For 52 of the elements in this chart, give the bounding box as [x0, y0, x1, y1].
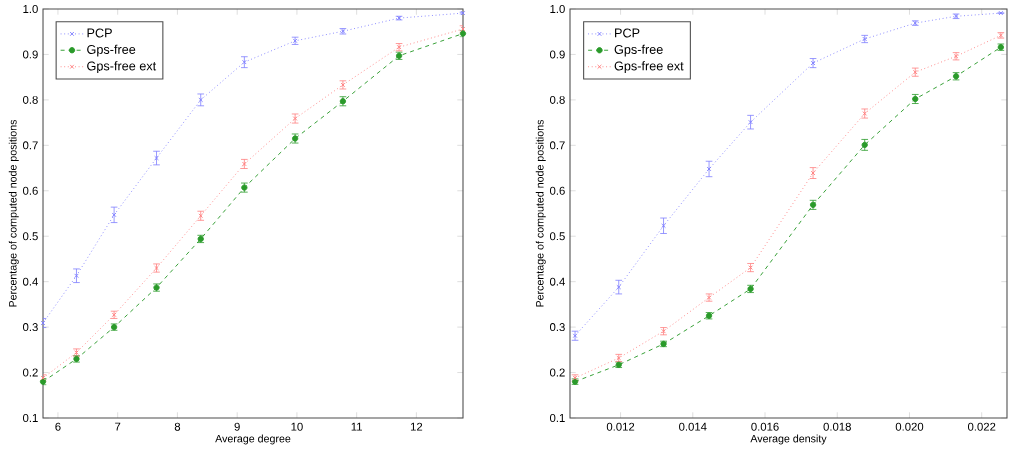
x-axis-title: Average degree [215, 434, 291, 445]
y-tick-label: 0.4 [549, 277, 565, 286]
x-tick-label: 0.022 [967, 422, 996, 431]
x-axis-title: Average density [750, 434, 827, 445]
legend-label: Gps-free [87, 44, 136, 57]
y-tick-label: 0.9 [549, 50, 565, 59]
y-tick-label: 0.1 [549, 413, 565, 422]
y-tick-label: 0.3 [549, 323, 565, 332]
point [572, 333, 578, 339]
point [998, 10, 1004, 16]
legend-label: Gps-free ext [87, 61, 157, 73]
y-tick-label: 0.4 [22, 277, 38, 286]
y-axis-title: Percentage of computed node positions [535, 119, 546, 307]
point [39, 378, 47, 385]
x-tick-label: 6 [55, 422, 61, 431]
y-tick-label: 0.5 [22, 232, 38, 241]
x-tick-label: 11 [351, 422, 362, 431]
y-tick-label: 0.6 [22, 186, 38, 195]
x-tick-label: 0.014 [679, 422, 707, 431]
y-tick-label: 0.7 [549, 141, 565, 150]
x-tick-label: 10 [291, 422, 303, 431]
y-tick-label: 0.2 [549, 368, 565, 377]
point [459, 30, 467, 37]
x-tick-label: 8 [174, 422, 181, 431]
point [198, 97, 204, 103]
y-axis-title: Percentage of computed node positions [8, 119, 19, 307]
x-tick-label: 0.012 [606, 422, 635, 431]
y-tick-label: 0.9 [22, 50, 38, 59]
point [810, 60, 816, 66]
legend-label: PCP [87, 28, 112, 38]
y-tick-label: 0.1 [22, 413, 38, 422]
x-tick-label: 0.018 [823, 422, 851, 431]
x-tick-label: 0.016 [751, 422, 779, 431]
y-tick-label: 0.7 [22, 141, 38, 150]
y-tick-label: 0.8 [549, 95, 565, 104]
x-tick-label: 12 [410, 422, 423, 431]
legend-label: Gps-free [614, 44, 663, 57]
point [241, 59, 247, 65]
legend-label: PCP [615, 28, 640, 38]
point [292, 116, 298, 121]
x-tick-label: 9 [234, 422, 240, 431]
y-tick-label: 1.0 [550, 5, 565, 14]
point [810, 170, 816, 176]
y-tick-label: 0.5 [549, 232, 565, 241]
x-tick-label: 0.020 [895, 422, 924, 431]
y-tick-label: 0.6 [549, 186, 565, 195]
y-tick-label: 0.8 [22, 95, 38, 104]
y-tick-label: 0.2 [22, 368, 38, 377]
y-tick-label: 1.0 [23, 5, 38, 14]
legend-label: Gps-free ext [614, 61, 684, 73]
y-tick-label: 0.3 [22, 323, 38, 332]
x-tick-label: 7 [115, 422, 121, 431]
